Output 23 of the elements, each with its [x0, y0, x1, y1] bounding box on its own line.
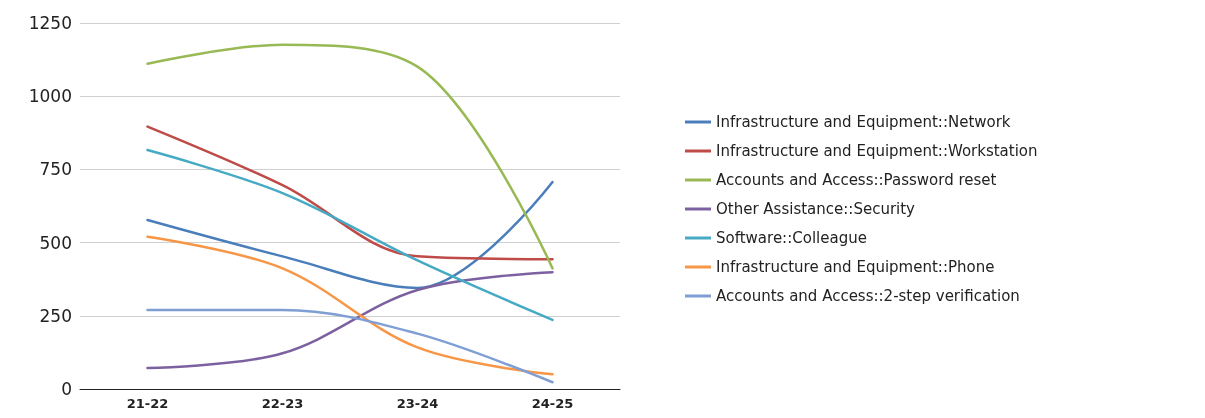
legend-label: Accounts and Access::Password reset [716, 171, 997, 189]
legend-label: Infrastructure and Equipment::Phone [716, 258, 995, 276]
line-series [146, 180, 554, 290]
line-series [146, 235, 554, 376]
y-tick-label: 500 [39, 232, 72, 253]
y-tick-label: 0 [61, 379, 72, 399]
y-tick-label: 250 [39, 305, 72, 326]
y-tick-label: 1250 [28, 13, 72, 33]
line-series [146, 43, 554, 270]
legend-label: Infrastructure and Equipment::Network [716, 113, 1011, 131]
line-series [146, 148, 554, 322]
legend-label: Accounts and Access::2-step verification [716, 287, 1020, 305]
y-tick-label: 750 [39, 159, 72, 180]
x-tick-label: 24-25 [531, 396, 574, 411]
x-tick-label: 21-22 [126, 396, 169, 411]
legend-label: Infrastructure and Equipment::Workstation [716, 142, 1038, 160]
x-tick-label: 22-23 [261, 396, 304, 411]
legend-label: Software::Colleague [716, 229, 867, 247]
x-tick-label: 23-24 [396, 396, 439, 411]
line-series [146, 270, 554, 370]
legend-label: Other Assistance::Security [716, 200, 916, 218]
y-tick-label: 1000 [28, 86, 72, 107]
line-series [146, 125, 554, 261]
